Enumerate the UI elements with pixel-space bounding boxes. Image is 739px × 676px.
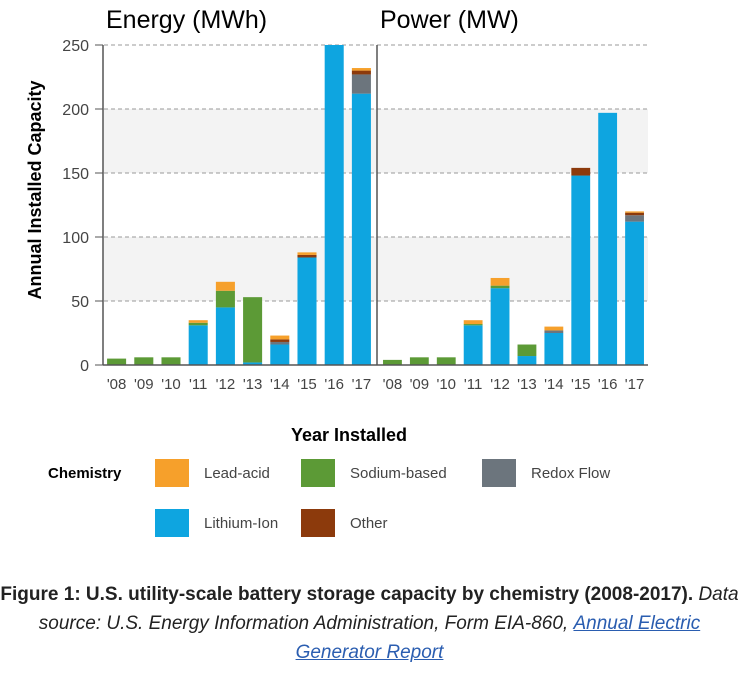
- bar-segment: [297, 254, 317, 258]
- bar-segment: [598, 112, 618, 365]
- bar-segment: [571, 167, 591, 176]
- bar-segment: [134, 357, 154, 365]
- x-tick-label: '10: [161, 376, 181, 393]
- bar-segment: [270, 344, 290, 365]
- bar-segment: [351, 74, 371, 94]
- legend: Chemistry Lead-acid Sodium-based Redox F…: [0, 452, 739, 552]
- power-panel-title: Power (MW): [380, 6, 519, 34]
- y-tick-label: 100: [62, 230, 89, 247]
- bar-segment: [383, 359, 402, 365]
- bar-segment: [490, 277, 510, 286]
- y-tick-label: 50: [71, 294, 89, 311]
- bar-segment: [490, 285, 510, 289]
- legend-title: Chemistry: [48, 465, 122, 482]
- bar-segment: [351, 68, 371, 71]
- legend-label: Other: [350, 515, 388, 532]
- grid-band: [103, 109, 648, 173]
- bar-segment: [215, 281, 235, 291]
- bar-segment: [270, 339, 290, 342]
- axis-labels: Annual Installed Capacity Year Installed…: [25, 6, 519, 445]
- bar-segment: [351, 93, 371, 365]
- caption-title: Figure 1: U.S. utility-scale battery sto…: [0, 584, 694, 605]
- bar-segment: [215, 290, 235, 308]
- bar-segment: [625, 221, 644, 365]
- battery-capacity-chart: 0 50 100 150 200 250 '08 '09 '10 '11 '12 '13 '14 '15 '…: [25, 6, 648, 445]
- bar-segment: [436, 357, 456, 365]
- x-tick-label: '11: [464, 376, 482, 393]
- bar-segment: [324, 45, 344, 365]
- legend-label: Lead-acid: [204, 465, 270, 482]
- x-tick-label: '08: [107, 376, 127, 393]
- bar-segment: [161, 357, 181, 365]
- axes: 0 50 100 150 200 250 '08 '09 '10 '11 '12 '13 '14 '15 '…: [62, 38, 648, 393]
- x-tick-label: '08: [383, 376, 403, 393]
- x-tick-label: '11: [189, 376, 207, 393]
- bar-segment: [463, 325, 483, 365]
- legend-swatch: [155, 459, 189, 487]
- x-tick-label: '16: [324, 376, 344, 393]
- bar-segment: [188, 325, 208, 365]
- gridlines: [97, 44, 648, 302]
- x-tick-label: '14: [270, 376, 290, 393]
- x-tick-label: '13: [243, 376, 263, 393]
- bar-segment: [490, 288, 510, 365]
- bar-segment: [297, 257, 317, 365]
- x-tick-label: '09: [134, 376, 154, 393]
- bar-segment: [188, 322, 208, 326]
- bar-segment: [409, 357, 429, 365]
- x-tick-label: '16: [598, 376, 618, 393]
- bar-segment: [544, 326, 564, 331]
- bar-segment: [243, 362, 263, 365]
- x-tick-label: '09: [410, 376, 430, 393]
- bar-segment: [463, 320, 483, 325]
- y-tick-label: 150: [62, 166, 89, 183]
- x-tick-label: '13: [517, 376, 537, 393]
- energy-panel-title: Energy (MWh): [106, 6, 267, 34]
- bar-segment: [517, 356, 537, 365]
- bar-segment: [544, 333, 564, 365]
- bar-segment: [215, 307, 235, 365]
- bar-segment: [351, 70, 371, 75]
- x-tick-label: '10: [436, 376, 456, 393]
- x-tick-label: '12: [490, 376, 510, 393]
- bar-marks: [107, 45, 644, 365]
- bar-segment: [571, 175, 591, 365]
- legend-swatch: [301, 459, 335, 487]
- legend-label: Lithium-Ion: [204, 515, 279, 532]
- bar-segment: [297, 252, 317, 255]
- x-tick-label: '17: [352, 376, 372, 393]
- bar-segment: [107, 358, 127, 365]
- bar-segment: [270, 335, 290, 340]
- x-tick-label: '12: [216, 376, 236, 393]
- bar-segment: [270, 341, 290, 345]
- x-tick-label: '15: [571, 376, 591, 393]
- grid-band: [103, 237, 648, 301]
- bar-segment: [625, 212, 644, 216]
- bar-segment: [544, 330, 564, 333]
- bar-segment: [188, 320, 208, 323]
- figure-caption: Figure 1: U.S. utility-scale battery sto…: [0, 580, 739, 667]
- y-tick-label: 0: [80, 358, 89, 375]
- x-tick-label: '17: [625, 376, 645, 393]
- legend-swatch: [155, 509, 189, 537]
- caption-source: Data source: U.S. Energy Information Adm…: [38, 584, 739, 634]
- bar-segment: [463, 324, 483, 326]
- background-bands: [103, 109, 648, 301]
- legend-label: Sodium-based: [350, 465, 447, 482]
- x-tick-label: '14: [544, 376, 564, 393]
- y-tick-label: 250: [62, 38, 89, 55]
- bar-segment: [517, 344, 537, 357]
- x-tick-label: '15: [297, 376, 317, 393]
- report-link[interactable]: Annual Electric Generator Report: [295, 613, 701, 663]
- legend-swatch: [482, 459, 516, 487]
- bar-segment: [625, 215, 644, 222]
- y-tick-label: 200: [62, 102, 89, 119]
- x-axis-title: Year Installed: [291, 425, 407, 445]
- legend-swatch: [301, 509, 335, 537]
- bar-segment: [625, 211, 644, 213]
- legend-label: Redox Flow: [531, 465, 611, 482]
- y-axis-title: Annual Installed Capacity: [25, 80, 45, 299]
- bar-segment: [243, 297, 263, 363]
